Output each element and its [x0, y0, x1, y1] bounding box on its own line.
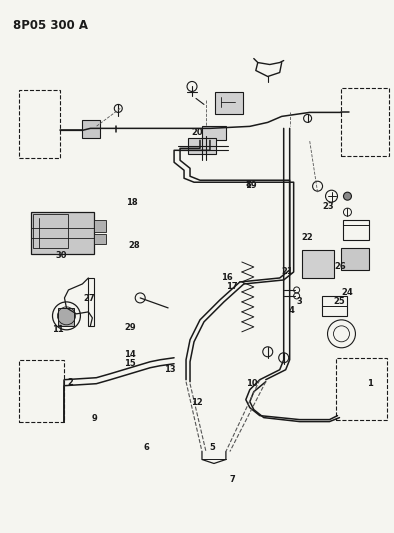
Text: 27: 27: [83, 294, 95, 303]
Text: 3: 3: [296, 296, 302, 305]
Text: 24: 24: [341, 287, 353, 296]
Text: 19: 19: [245, 181, 257, 190]
Bar: [82, 120, 100, 139]
Text: 2: 2: [68, 378, 74, 387]
Text: 4: 4: [288, 305, 294, 314]
Bar: [188, 139, 216, 154]
Bar: [33, 214, 69, 248]
Bar: [19, 360, 65, 422]
Circle shape: [344, 192, 351, 200]
Text: 5: 5: [210, 443, 216, 452]
Text: 11: 11: [52, 325, 63, 334]
Text: 26: 26: [335, 262, 346, 271]
Text: 22: 22: [301, 233, 313, 242]
Text: 18: 18: [126, 198, 138, 207]
Bar: [19, 91, 61, 158]
Text: 29: 29: [125, 323, 136, 332]
Bar: [88, 278, 95, 326]
Text: 12: 12: [191, 398, 203, 407]
Text: 16: 16: [221, 273, 232, 281]
Text: 8P05 300 A: 8P05 300 A: [13, 19, 87, 31]
Text: 15: 15: [125, 359, 136, 368]
Bar: [342, 88, 389, 156]
Text: 14: 14: [125, 350, 136, 359]
Text: 13: 13: [164, 365, 175, 374]
Bar: [95, 220, 106, 232]
Text: 6: 6: [143, 443, 149, 452]
Text: 28: 28: [128, 241, 140, 250]
Text: 25: 25: [333, 296, 345, 305]
Bar: [302, 250, 333, 278]
Text: 9: 9: [91, 414, 97, 423]
Bar: [342, 248, 370, 270]
Bar: [31, 212, 95, 254]
Bar: [215, 92, 243, 115]
Text: 10: 10: [246, 379, 258, 388]
Text: 20: 20: [191, 128, 203, 137]
Text: 8: 8: [245, 180, 251, 189]
Text: 30: 30: [56, 252, 67, 260]
Bar: [344, 220, 370, 240]
Bar: [58, 308, 74, 326]
Bar: [95, 234, 106, 244]
Bar: [202, 126, 226, 140]
Text: 7: 7: [229, 475, 235, 483]
Text: 17: 17: [227, 281, 238, 290]
Text: 23: 23: [323, 203, 335, 212]
Bar: [336, 358, 387, 419]
Text: 21: 21: [281, 268, 293, 276]
Text: 1: 1: [367, 379, 373, 388]
Bar: [322, 296, 348, 316]
